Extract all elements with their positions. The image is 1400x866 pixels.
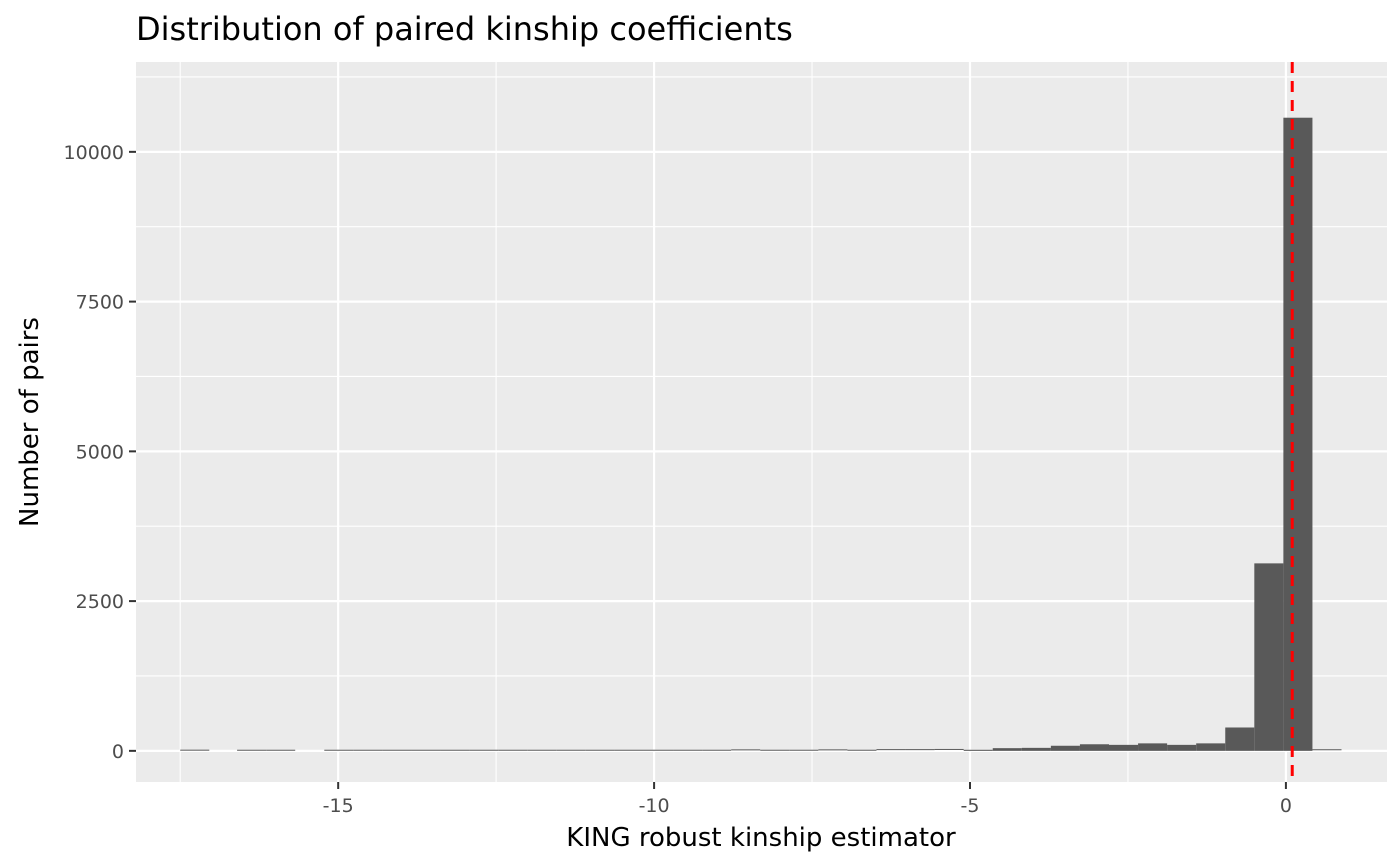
histogram-bar: [1109, 744, 1139, 751]
histogram-bar: [643, 749, 674, 751]
histogram-bar: [789, 749, 819, 751]
y-tick-label: 7500: [76, 292, 124, 314]
histogram-bar: [963, 749, 993, 751]
minor-gridlines: [136, 62, 1387, 782]
histogram-bar: [1225, 727, 1255, 751]
histogram-bar: [469, 749, 499, 751]
y-tick-label: 2500: [76, 591, 124, 613]
x-axis-title: KING robust kinship estimator: [566, 823, 956, 853]
chart-title: Distribution of paired kinship coefficie…: [136, 10, 793, 48]
histogram-bar: [731, 749, 761, 751]
histogram-bar: [1283, 117, 1313, 751]
histogram-bar: [585, 749, 615, 751]
histogram-bar: [1138, 743, 1168, 751]
histogram-bar: [266, 749, 296, 751]
x-tick-label: -10: [639, 795, 670, 817]
histogram-bar: [934, 748, 964, 750]
plot-panel: [136, 62, 1387, 782]
histogram-bar: [992, 748, 1022, 751]
histogram-bar: [353, 749, 383, 751]
histogram-bars: [180, 117, 1342, 751]
histogram-bar: [818, 749, 848, 751]
x-axis-ticks: -15 -10 -5 0: [323, 782, 1292, 817]
histogram-bar: [1050, 745, 1080, 751]
x-tick-label: 0: [1280, 795, 1292, 817]
histogram-bar: [382, 749, 412, 751]
y-tick-label: 10000: [64, 142, 124, 164]
y-axis-title: Number of pairs: [15, 317, 45, 527]
y-tick-label: 0: [112, 741, 124, 763]
histogram-bar: [440, 749, 470, 751]
histogram-bar: [1021, 747, 1051, 751]
histogram-bar: [324, 749, 354, 751]
x-tick-label: -5: [961, 795, 980, 817]
histogram-bar: [237, 749, 267, 751]
histogram-bar: [1254, 563, 1284, 751]
histogram-bar: [702, 749, 732, 751]
histogram-bar: [1196, 743, 1226, 751]
histogram-bar: [876, 749, 906, 751]
histogram-bar: [180, 749, 210, 751]
y-tick-label: 5000: [76, 441, 124, 463]
histogram-bar: [1079, 744, 1109, 751]
x-tick-label: -15: [323, 795, 354, 817]
histogram-bar: [614, 749, 644, 751]
histogram-bar: [527, 749, 557, 751]
histogram-bar: [556, 749, 586, 751]
histogram-bar: [498, 749, 528, 751]
y-axis-ticks: 0 2500 5000 7500 10000: [64, 142, 136, 763]
histogram-bar: [1167, 744, 1197, 751]
histogram-bar: [905, 749, 935, 751]
histogram-bar: [411, 749, 441, 751]
histogram-bar: [673, 749, 703, 751]
histogram-bar: [760, 749, 790, 751]
histogram-bar: [1312, 749, 1342, 751]
histogram-bar: [847, 749, 877, 751]
